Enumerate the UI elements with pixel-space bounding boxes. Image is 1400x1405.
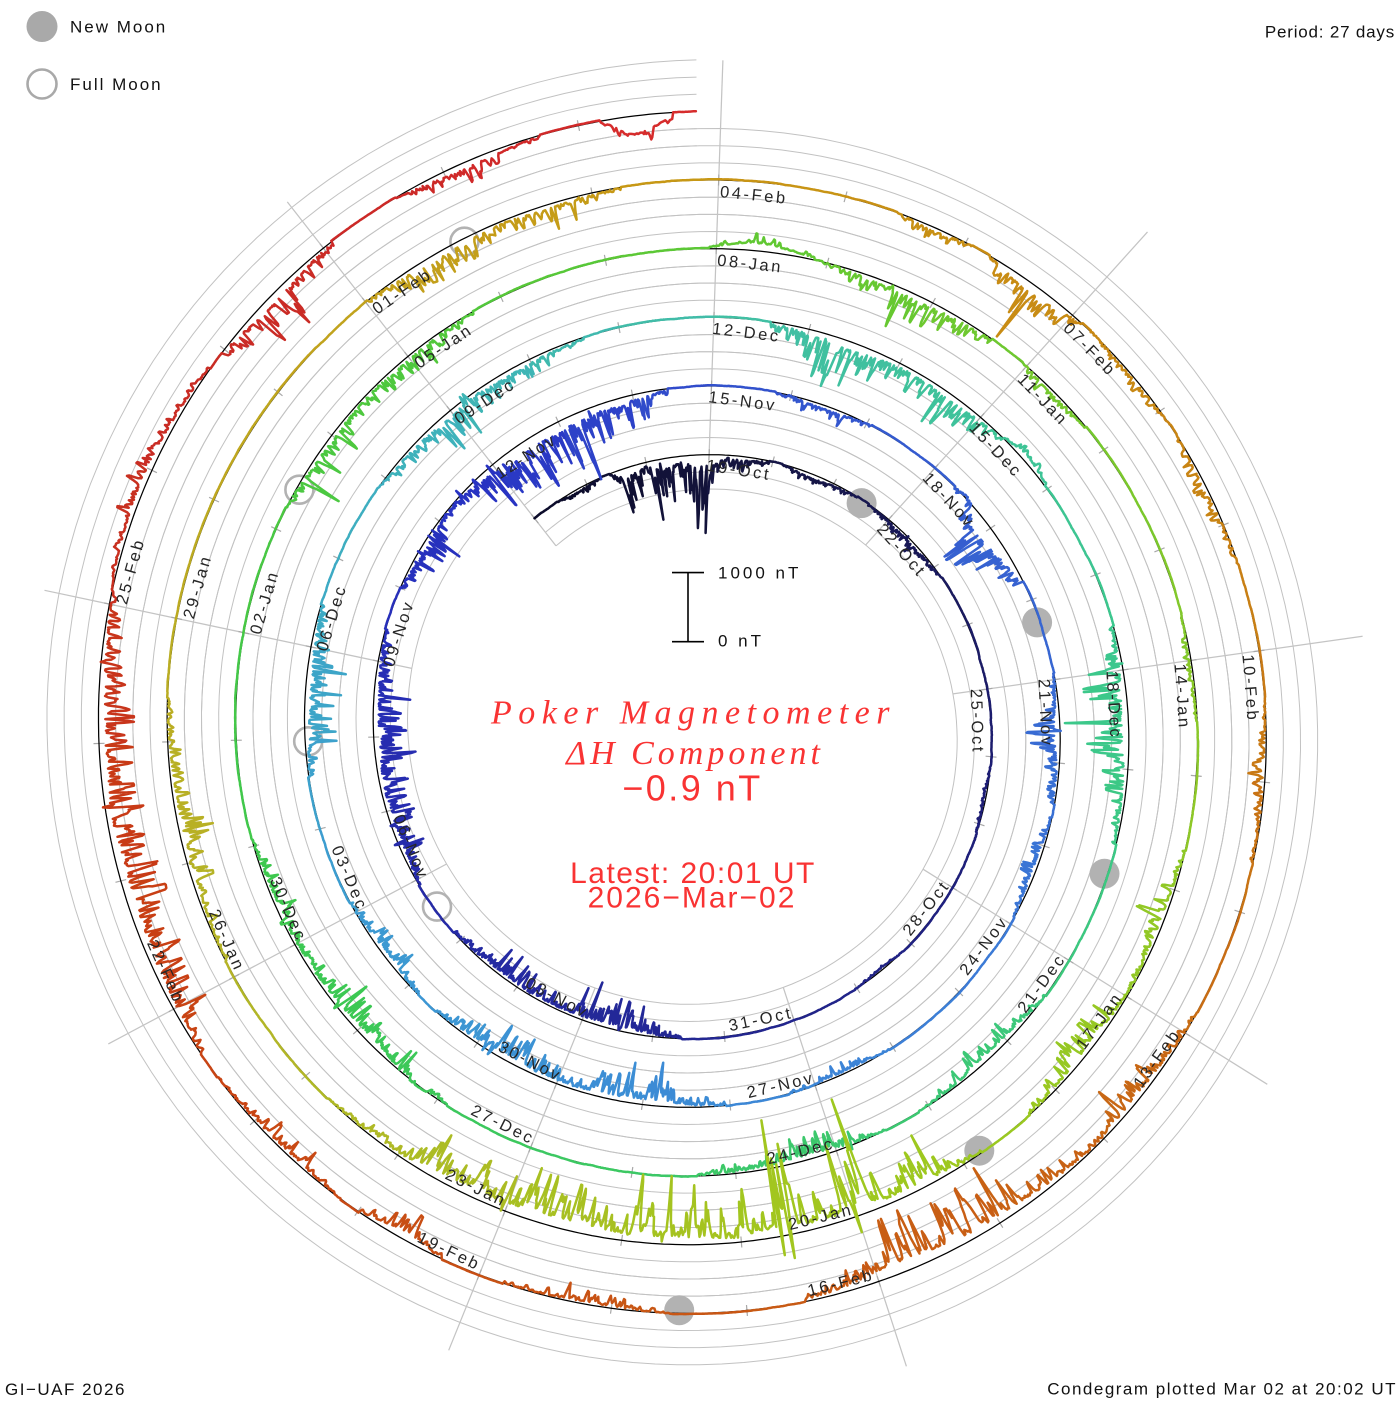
svg-text:Poker Magnetometer: Poker Magnetometer: [490, 695, 896, 732]
svg-text:Full Moon: Full Moon: [70, 75, 163, 94]
svg-text:Condegram plotted Mar 02 at 20: Condegram plotted Mar 02 at 20:02 UT: [1047, 1380, 1397, 1399]
svg-text:−0.9 nT: −0.9 nT: [622, 768, 763, 809]
svg-text:1000 nT: 1000 nT: [718, 564, 801, 583]
svg-text:GI−UAF 2026: GI−UAF 2026: [5, 1380, 126, 1399]
svg-text:21-Nov: 21-Nov: [1034, 678, 1055, 748]
svg-text:New Moon: New Moon: [70, 18, 167, 37]
svg-text:25-Oct: 25-Oct: [967, 689, 987, 755]
svg-text:ΔH Component: ΔH Component: [564, 735, 824, 772]
svg-text:2026−Mar−02: 2026−Mar−02: [588, 882, 797, 915]
svg-text:Period: 27 days: Period: 27 days: [1265, 23, 1395, 42]
svg-text:0 nT: 0 nT: [718, 632, 764, 651]
